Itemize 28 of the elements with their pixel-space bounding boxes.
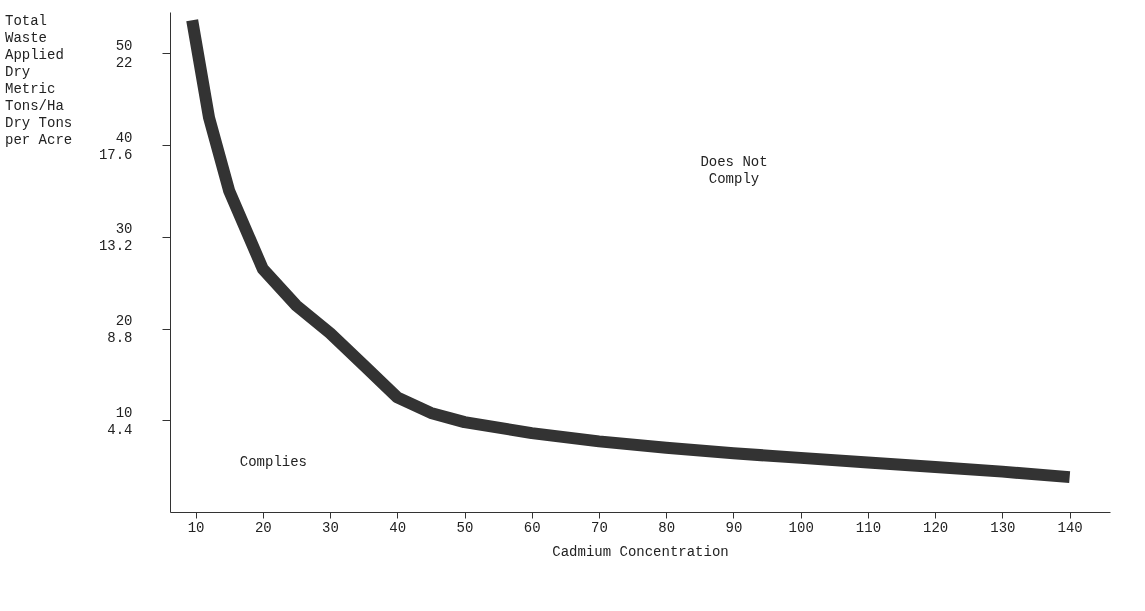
y2-tick-label: 22 bbox=[115, 54, 133, 71]
text: Total Waste Applied Dry Metric Tons/Ha Dry Tons per Acre bbox=[5, 13, 73, 148]
y-tick-label: 40 bbox=[115, 129, 133, 146]
x-tick-label: 30 bbox=[322, 519, 339, 536]
x-tick-label: 40 bbox=[389, 519, 407, 536]
x-tick-label: 70 bbox=[591, 519, 608, 536]
x-tick-label: 110 bbox=[855, 519, 882, 536]
y2-tick-label: 13.2 bbox=[98, 238, 133, 255]
x-tick-label: 120 bbox=[923, 519, 949, 536]
x-tick-label: 90 bbox=[725, 519, 743, 536]
x-tick-label: 50 bbox=[456, 519, 474, 536]
y-tick-label: 20 bbox=[115, 313, 133, 330]
annotation: Does Not Comply bbox=[700, 154, 768, 187]
x-tick-label: 140 bbox=[1057, 519, 1083, 536]
y2-tick-label: 8.8 bbox=[107, 330, 133, 347]
x-tick-label: 100 bbox=[788, 519, 814, 536]
x-tick-label: 20 bbox=[254, 519, 272, 536]
y2-tick-label: 17.6 bbox=[98, 146, 133, 163]
x-axis-title: Cadmium Concentration bbox=[552, 543, 729, 560]
y-tick-label: 10 bbox=[115, 404, 133, 421]
y2-tick-label: 4.4 bbox=[107, 421, 133, 438]
x-tick-label: 80 bbox=[658, 519, 676, 536]
x-tick-label: 10 bbox=[187, 519, 205, 536]
y-tick-label: 50 bbox=[115, 37, 133, 54]
annotation: Complies bbox=[239, 454, 308, 470]
x-tick-label: 60 bbox=[523, 519, 541, 536]
x-tick-label: 130 bbox=[990, 519, 1016, 536]
y-tick-label: 30 bbox=[115, 221, 133, 238]
